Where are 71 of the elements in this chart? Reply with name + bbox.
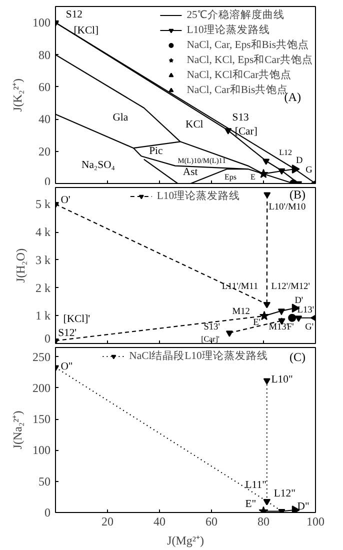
annotation: G' [305,322,314,333]
y-tick-label: 250 [32,350,50,364]
y-tick-label: 0 [44,332,50,346]
y-tick-label: 200 [32,380,50,395]
legend-label: 25℃介稳溶解度曲线 [186,8,284,22]
annotation: D' [294,296,304,306]
legend-label: NaCl, Car和Bis共饱点 [186,83,288,96]
annotation: S13' [204,322,220,333]
annotation: Na₂SO₄ [82,160,116,172]
legend-label: L10理论蒸发路线 [186,23,270,37]
legend-label: NaCl, KCl和Car共饱点 [186,68,292,82]
annotation: E [250,172,256,182]
annotation: D" [297,502,310,512]
y-tick-label: 1 k [36,308,50,323]
annotation: L13' [297,305,314,316]
annotation: M13' [268,322,288,333]
y-tick-label: 3 k [36,252,50,267]
annotation: O" [60,361,73,372]
annotation: (B) [290,188,306,202]
y-tick-label: 2 k [36,280,50,295]
annotation: S13 [232,112,249,124]
y-tick-label: 60 [38,80,50,94]
annotation: [KCl]' [63,314,90,325]
y-axis-title: J(K₂²⁺) [10,78,24,112]
legend-label: L10理论蒸发路线 [156,189,240,203]
x-tick-label: 80 [258,514,270,528]
legend-label: NaCl, KCl, Eps和Car共饱点 [186,53,313,67]
annotation: O' [60,195,70,206]
annotation: S12 [66,10,82,21]
y-tick-label: 100 [32,16,50,30]
legend-label: NaCl, Car, Eps和Bis共饱点 [186,38,310,52]
legend-label: NaCl结晶段L10理论蒸发路线 [129,349,268,363]
y-tick-label: 20 [38,144,50,158]
x-tick-label: 100 [306,514,324,528]
x-tick-label: 40 [154,514,166,528]
y-tick-label: 40 [38,112,50,126]
annotation: F' [286,322,294,333]
annotation: L11" [245,480,266,492]
y-axis-title: J(Na₂²⁺) [10,410,24,450]
y-tick-label: 80 [38,48,50,62]
annotation: L12'/M12' [271,282,310,292]
annotation: E" [245,499,256,510]
annotation: G [306,166,313,176]
annotation: [Car]' [201,334,220,344]
annotation: Pic [149,146,163,157]
annotation: (C) [290,350,306,364]
annotation: D [296,156,303,166]
y-tick-label: 5 k [36,197,50,212]
y-tick-label: 50 [38,474,50,488]
y-tick-label: 100 [32,443,50,458]
annotation: KCl [186,119,204,130]
y-tick-label: 0 [44,506,50,520]
annotation: L12" [274,488,296,500]
annotation: [Car] [234,126,258,138]
y-axis-title: J(H₂O) [14,248,28,283]
annotation: L10" [271,374,293,386]
x-axis-title: J(Mg²⁺) [167,534,204,548]
annotation: Gla [112,112,128,124]
annotation: L10'/M10 [268,202,306,212]
annotation: L11'/M11 [222,282,258,292]
annotation: L12 [279,148,292,157]
annotation: [KCl] [74,26,99,37]
x-tick-label: 20 [102,514,114,528]
annotation: Eps [224,172,236,182]
annotation: Ast [182,167,198,178]
y-tick-label: 4 k [36,225,50,240]
y-tick-label: 150 [32,412,50,426]
x-tick-label: 60 [206,514,218,528]
annotation: M12 [232,306,250,317]
annotation: S12' [58,328,77,339]
annotation: E' [253,318,261,328]
